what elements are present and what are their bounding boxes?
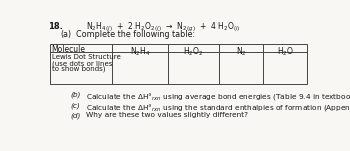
Text: (c): (c) bbox=[71, 102, 80, 109]
Bar bbox=[50, 43, 307, 84]
Text: (a): (a) bbox=[61, 31, 72, 39]
Text: to show bonds): to show bonds) bbox=[51, 66, 105, 72]
Text: Lewis Dot Structure: Lewis Dot Structure bbox=[51, 54, 120, 60]
Text: Molecule: Molecule bbox=[51, 45, 85, 54]
Text: H$_2$O$_2$: H$_2$O$_2$ bbox=[183, 45, 204, 58]
Text: (b): (b) bbox=[71, 91, 81, 98]
Text: 18.: 18. bbox=[48, 22, 63, 31]
Text: (d): (d) bbox=[71, 112, 81, 119]
Text: N$_2$: N$_2$ bbox=[236, 45, 246, 58]
Text: Calculate the ΔH°$_{rxn}$ using the standard enthalpies of formation (Appendix 2: Calculate the ΔH°$_{rxn}$ using the stan… bbox=[86, 102, 350, 113]
Text: N$_2$H$_4$: N$_2$H$_4$ bbox=[130, 45, 150, 58]
Text: (use dots or lines: (use dots or lines bbox=[51, 60, 112, 67]
Text: Complete the following table:: Complete the following table: bbox=[76, 31, 195, 39]
Text: Why are these two values slightly different?: Why are these two values slightly differ… bbox=[86, 112, 248, 118]
Text: Calculate the ΔH°$_{rxn}$ using average bond energies (Table 9.4 in textbook): Calculate the ΔH°$_{rxn}$ using average … bbox=[86, 91, 350, 102]
Text: N$_2$H$_{4\,(l)}$  +  2 H$_2$O$_{2\,(l)}$  →  N$_{2\,(g)}$  +  4 H$_2$O$_{(l)}$: N$_2$H$_{4\,(l)}$ + 2 H$_2$O$_{2\,(l)}$ … bbox=[86, 21, 241, 34]
Text: H$_2$O: H$_2$O bbox=[277, 45, 294, 58]
